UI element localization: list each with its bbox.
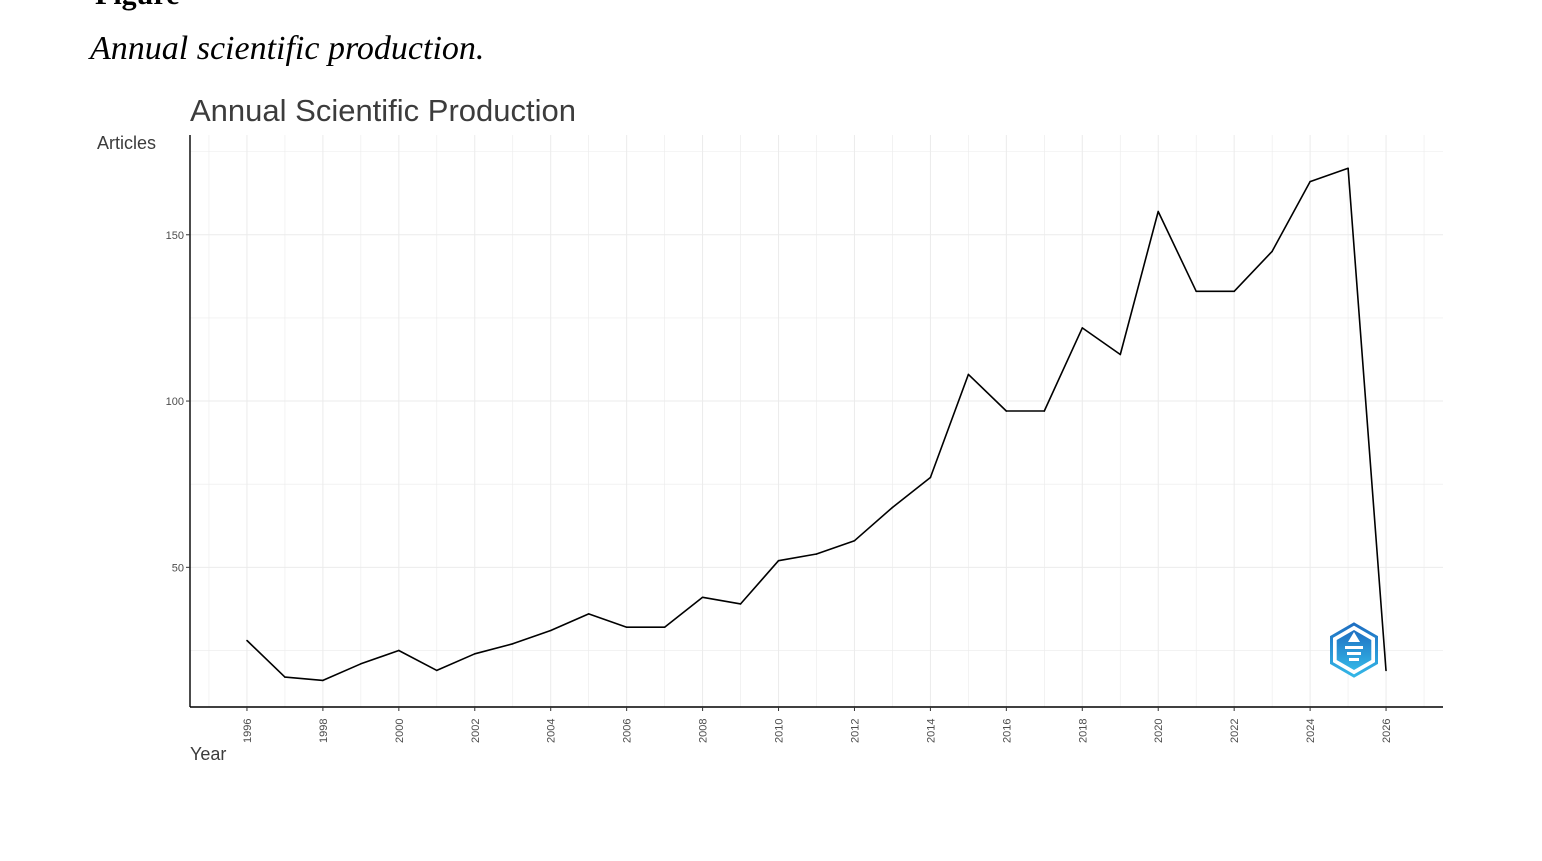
data-point xyxy=(967,373,970,376)
data-point xyxy=(322,679,324,682)
x-tick-label: 2016 xyxy=(1001,719,1013,743)
x-tick-label: 2008 xyxy=(698,719,710,743)
logo-bar xyxy=(1349,658,1359,661)
logo-arrow xyxy=(1348,632,1360,642)
data-point xyxy=(473,652,476,655)
x-tick-label: 2014 xyxy=(925,719,937,743)
data-point xyxy=(1157,210,1160,213)
data-point xyxy=(853,539,856,542)
data-point xyxy=(1233,290,1235,293)
data-point xyxy=(511,643,514,645)
x-tick-label: 2022 xyxy=(1229,719,1241,743)
y-tick-label: 100 xyxy=(166,396,184,408)
data-point xyxy=(1385,669,1387,672)
data-point xyxy=(891,506,894,509)
biblioshiny-logo xyxy=(1330,622,1378,678)
x-tick-label: 2002 xyxy=(470,719,482,743)
figure-caption: Annual scientific production. xyxy=(90,30,485,67)
data-point xyxy=(1119,353,1122,356)
data-point xyxy=(360,662,362,665)
data-point xyxy=(1081,327,1084,329)
x-tick-label: 2012 xyxy=(849,719,861,743)
x-tick-label: 2020 xyxy=(1153,719,1165,743)
axes xyxy=(186,135,1443,711)
data-point xyxy=(777,559,780,562)
data-point xyxy=(1005,410,1008,412)
data-point xyxy=(398,649,400,652)
data-point xyxy=(663,626,666,628)
data-point xyxy=(815,553,818,555)
tick-labels: 1996 1998 2000 2002 2004 2006 2008 2010 2012 2014… xyxy=(166,230,1393,743)
x-axis-title: Year xyxy=(190,744,226,764)
data-point xyxy=(549,629,552,632)
x-tick-label: 1998 xyxy=(318,719,330,743)
logo-bar xyxy=(1345,646,1363,649)
data-point xyxy=(739,603,742,605)
data-point xyxy=(436,669,438,672)
y-tick-label: 150 xyxy=(166,230,184,242)
data-point xyxy=(1309,180,1311,183)
logo-hexagon-inner xyxy=(1336,630,1372,670)
x-tick-label: 2006 xyxy=(622,719,634,743)
chart-title: Annual Scientific Production xyxy=(190,93,576,128)
x-tick-label: 2018 xyxy=(1077,719,1089,743)
x-tick-label: 1996 xyxy=(242,719,254,743)
logo-bar xyxy=(1347,652,1361,655)
figure-heading: Figure xyxy=(95,0,179,12)
x-tick-label: 2024 xyxy=(1305,719,1317,743)
data-point xyxy=(587,613,590,615)
data-point xyxy=(1271,250,1273,253)
data-point xyxy=(1043,410,1046,412)
x-tick-label: 2026 xyxy=(1381,719,1393,743)
y-axis-title: Articles xyxy=(97,133,156,153)
x-tick-label: 2004 xyxy=(546,719,558,743)
data-point xyxy=(284,676,286,678)
data-point xyxy=(1347,167,1349,170)
grid-lines xyxy=(190,135,1443,707)
data-point xyxy=(246,639,248,642)
data-point xyxy=(929,476,932,479)
data-point xyxy=(1195,290,1197,293)
x-tick-label: 2010 xyxy=(774,719,786,743)
y-tick-label: 50 xyxy=(172,562,184,574)
data-point xyxy=(625,626,628,628)
data-point xyxy=(701,596,704,599)
series-layer xyxy=(246,167,1387,682)
x-tick-label: 2000 xyxy=(394,719,406,743)
